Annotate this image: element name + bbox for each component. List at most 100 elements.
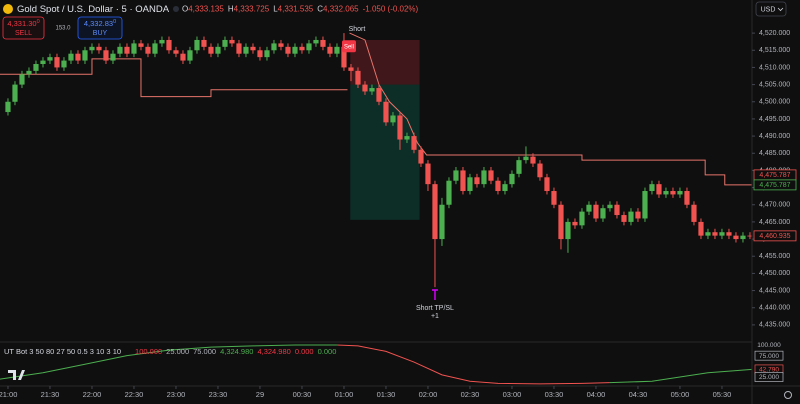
indicator-value: 4,324.980 bbox=[257, 347, 290, 356]
symbol-title[interactable]: Gold Spot / U.S. Dollar · 5 · OANDA bbox=[17, 4, 170, 15]
trailing-stop bbox=[349, 32, 752, 186]
candle-body bbox=[327, 46, 333, 54]
candle-body bbox=[313, 39, 319, 44]
ohlc-change: -1.050 (-0.02%) bbox=[363, 5, 419, 14]
indicator-value: 100.000 bbox=[135, 347, 162, 356]
x-tick-label: 21:30 bbox=[41, 390, 60, 399]
x-tick-label: 22:30 bbox=[125, 390, 144, 399]
candle-body bbox=[229, 39, 235, 44]
candle-body bbox=[194, 39, 200, 51]
indicator-line bbox=[336, 344, 610, 385]
candle-body bbox=[670, 191, 676, 195]
main-pane bbox=[0, 32, 753, 385]
indicator-value: 0.000 bbox=[318, 347, 337, 356]
x-tick-label: 23:30 bbox=[209, 390, 228, 399]
candle-body bbox=[663, 191, 669, 195]
candle-body bbox=[75, 53, 81, 61]
y-tick-box bbox=[755, 340, 783, 350]
currency-chevron bbox=[777, 7, 784, 12]
symbol-icon bbox=[3, 4, 13, 14]
candle-body bbox=[376, 88, 382, 102]
candle-body bbox=[166, 39, 172, 51]
x-tick-label: 23:00 bbox=[167, 390, 186, 399]
indicator-value: 25.000 bbox=[166, 347, 189, 356]
candle-body bbox=[593, 204, 599, 219]
buy-price: 4,332.830 bbox=[84, 19, 116, 28]
candle-body bbox=[425, 163, 431, 185]
candle-body bbox=[145, 46, 151, 54]
candle-body bbox=[516, 160, 522, 174]
candle-body bbox=[747, 235, 753, 237]
candle-body bbox=[495, 180, 501, 192]
y-tick-label: 4,445.000 bbox=[759, 287, 790, 294]
currency-select[interactable] bbox=[755, 1, 787, 17]
candle-body bbox=[278, 43, 284, 47]
indicator-value: 0.000 bbox=[295, 347, 314, 356]
candle-body bbox=[635, 211, 641, 219]
y-tick-box bbox=[754, 350, 784, 361]
candle-body bbox=[502, 184, 508, 192]
signal-sublabel: +1 bbox=[431, 313, 439, 320]
y-tick-label: 4,485.000 bbox=[759, 150, 790, 157]
candle-body bbox=[257, 50, 263, 58]
candle-body bbox=[187, 50, 193, 61]
y-tick-label: 42.790 bbox=[759, 367, 779, 374]
candle-body bbox=[439, 204, 445, 240]
candle-body bbox=[565, 221, 571, 240]
candle-body bbox=[103, 50, 109, 61]
signal-arrow bbox=[431, 289, 438, 300]
candle-body bbox=[684, 191, 690, 205]
candle-body bbox=[159, 39, 165, 44]
ohlc-value: 4,331.535 bbox=[278, 5, 314, 14]
candle-body bbox=[152, 43, 158, 54]
ohlc-key: L bbox=[273, 5, 278, 14]
candle-body bbox=[600, 208, 606, 219]
candle-body bbox=[54, 57, 60, 68]
x-tick-label: 03:30 bbox=[545, 390, 564, 399]
candle-body bbox=[656, 184, 662, 195]
candle-body bbox=[733, 235, 739, 240]
signal-label: Short bbox=[349, 26, 366, 33]
x-tick-label: 21:00 bbox=[0, 390, 17, 399]
y-tick-label: 4,435.000 bbox=[759, 322, 790, 329]
candle-body bbox=[446, 180, 452, 205]
ohlc-value: 4,333.135 bbox=[188, 5, 224, 14]
candle-body bbox=[236, 43, 242, 54]
signal-badge bbox=[341, 40, 356, 53]
candle-body bbox=[418, 149, 424, 164]
price-label: 4,460.935 bbox=[759, 233, 790, 240]
candle-body bbox=[299, 46, 305, 51]
y-tick-label: 4,440.000 bbox=[759, 305, 790, 312]
indicator-legend: UT Bot 3 50 80 27 50 0.5 3 10 3 10 100.00… bbox=[4, 347, 336, 356]
candle-body bbox=[628, 211, 634, 222]
candle-body bbox=[271, 43, 277, 51]
candle-body bbox=[383, 101, 389, 123]
y-tick-label: 4,465.000 bbox=[759, 219, 790, 226]
settings-icon[interactable] bbox=[784, 391, 792, 399]
candle-body bbox=[19, 74, 25, 85]
signal-label: Short TP/SL bbox=[416, 305, 454, 312]
candle-body bbox=[68, 53, 74, 61]
candle-body bbox=[642, 191, 648, 219]
candle-body bbox=[572, 221, 578, 226]
candle-body bbox=[537, 163, 543, 178]
candle-body bbox=[474, 177, 480, 185]
candle-body bbox=[397, 115, 403, 140]
candle-body bbox=[719, 232, 725, 236]
buy-button[interactable] bbox=[77, 16, 123, 40]
ohlc-key: O bbox=[182, 5, 188, 14]
candle-body bbox=[698, 221, 704, 236]
candle-body bbox=[40, 60, 46, 64]
candle-body bbox=[355, 70, 361, 85]
logo[interactable] bbox=[8, 370, 25, 380]
candle-body bbox=[453, 170, 459, 181]
candle-body bbox=[243, 46, 249, 54]
candle-body bbox=[740, 235, 746, 240]
candle-body bbox=[292, 46, 298, 54]
x-tick-label: 05:00 bbox=[671, 390, 690, 399]
sell-button[interactable] bbox=[2, 16, 45, 40]
candle-body bbox=[222, 39, 228, 47]
y-tick-label: 4,515.000 bbox=[759, 47, 790, 54]
